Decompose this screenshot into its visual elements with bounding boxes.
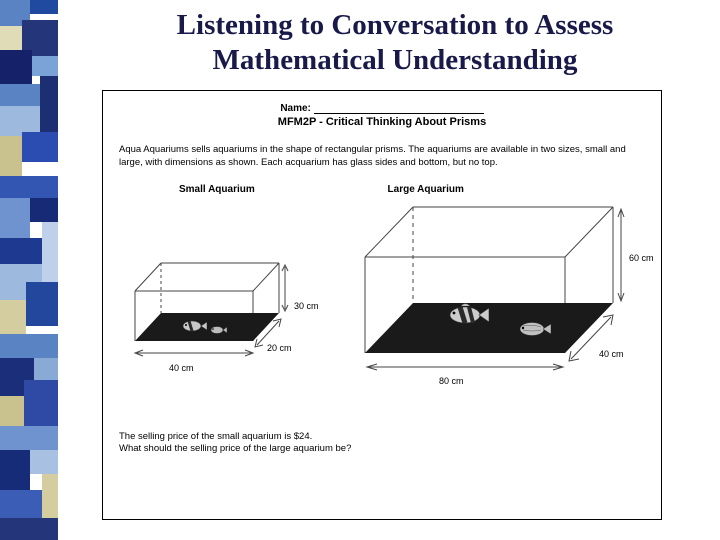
sidebar-block <box>24 380 58 432</box>
decorative-sidebar <box>0 0 58 540</box>
large-height-label: 60 cm <box>629 253 654 263</box>
small-height-label: 30 cm <box>294 301 319 311</box>
fish-icon <box>181 319 207 333</box>
question-line-1: The selling price of the small aquarium … <box>119 431 645 444</box>
sidebar-block <box>0 176 58 198</box>
fish-icon <box>209 325 227 335</box>
fish-icon <box>447 303 489 327</box>
large-aquarium-label: Large Aquarium <box>388 184 464 195</box>
sidebar-block <box>42 222 58 282</box>
sidebar-block <box>40 76 58 132</box>
sidebar-block <box>30 450 58 474</box>
diagram-area: 30 cm 20 cm 40 cm <box>119 201 645 401</box>
large-length-label: 80 cm <box>439 376 464 386</box>
sidebar-block <box>30 198 58 222</box>
sidebar-block <box>42 474 58 518</box>
question-line-2: What should the selling price of the lar… <box>119 443 645 456</box>
sidebar-block <box>0 84 40 106</box>
sidebar-block <box>0 300 26 334</box>
question-block: The selling price of the small aquarium … <box>119 431 645 457</box>
sidebar-block <box>30 0 58 14</box>
sidebar-block <box>0 26 22 50</box>
sidebar-block <box>0 396 24 426</box>
small-aquarium-prism <box>129 259 289 369</box>
fish-icon <box>517 319 551 339</box>
small-aquarium-label: Small Aquarium <box>179 184 255 195</box>
name-blank-line <box>314 113 484 114</box>
sidebar-block <box>32 56 58 76</box>
small-width-label: 20 cm <box>267 343 292 353</box>
sidebar-block <box>0 518 58 540</box>
sidebar-block <box>0 426 58 450</box>
aquarium-labels-row: Small Aquarium Large Aquarium <box>119 184 645 195</box>
sidebar-block <box>0 334 58 358</box>
sidebar-block <box>0 450 30 490</box>
sidebar-block <box>26 282 58 326</box>
slide-title: Listening to Conversation to Assess Math… <box>100 8 690 78</box>
large-aquarium-prism <box>357 201 627 391</box>
sidebar-block <box>22 132 58 162</box>
sidebar-block <box>0 50 32 84</box>
intro-paragraph: Aqua Aquariums sells aquariums in the sh… <box>119 144 645 170</box>
worksheet-panel: Name: MFM2P - Critical Thinking About Pr… <box>102 90 662 520</box>
name-label: Name: <box>280 103 311 114</box>
sidebar-block <box>34 358 58 380</box>
large-width-label: 40 cm <box>599 349 624 359</box>
name-field-row: Name: <box>119 103 645 114</box>
worksheet-title: MFM2P - Critical Thinking About Prisms <box>119 116 645 128</box>
small-length-label: 40 cm <box>169 363 194 373</box>
sidebar-block <box>0 490 42 518</box>
sidebar-block <box>0 238 42 264</box>
sidebar-block <box>0 136 22 176</box>
sidebar-block <box>0 198 30 238</box>
